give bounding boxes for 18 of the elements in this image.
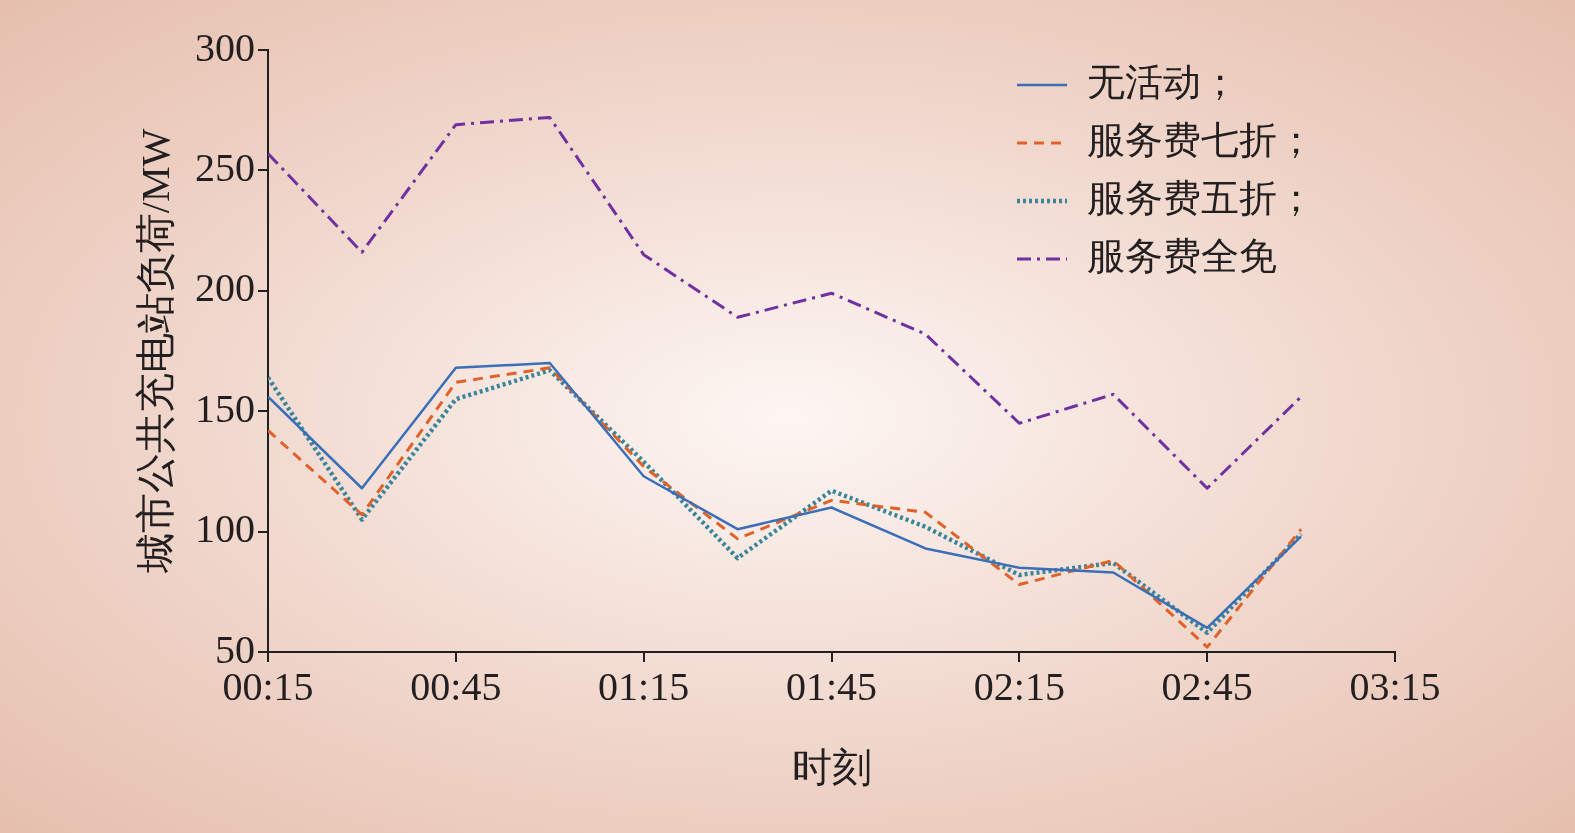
y-tick-label: 300 (195, 24, 255, 70)
x-tick-label: 02:15 (973, 663, 1065, 709)
x-tick-label: 02:45 (1161, 663, 1253, 709)
y-tick-label: 200 (195, 265, 255, 311)
x-axis-title: 时刻 (791, 744, 872, 790)
x-tick-label: 01:15 (598, 663, 690, 709)
y-axis-title: 城市公共充电站负荷/MW (132, 128, 178, 575)
legend-label: 服务费五折； (1087, 176, 1315, 219)
x-tick-label: 00:45 (410, 663, 502, 709)
legend-label: 服务费全免 (1087, 234, 1277, 277)
y-tick-label: 150 (195, 385, 255, 431)
y-tick-label: 250 (195, 144, 255, 190)
legend-label: 服务费七折； (1087, 118, 1315, 161)
line-series (268, 115, 1303, 490)
x-tick-label: 03:15 (1349, 663, 1441, 709)
legend-label: 无活动； (1087, 60, 1239, 103)
y-tick-label: 100 (195, 506, 255, 552)
x-tick-label: 01:45 (785, 663, 878, 709)
